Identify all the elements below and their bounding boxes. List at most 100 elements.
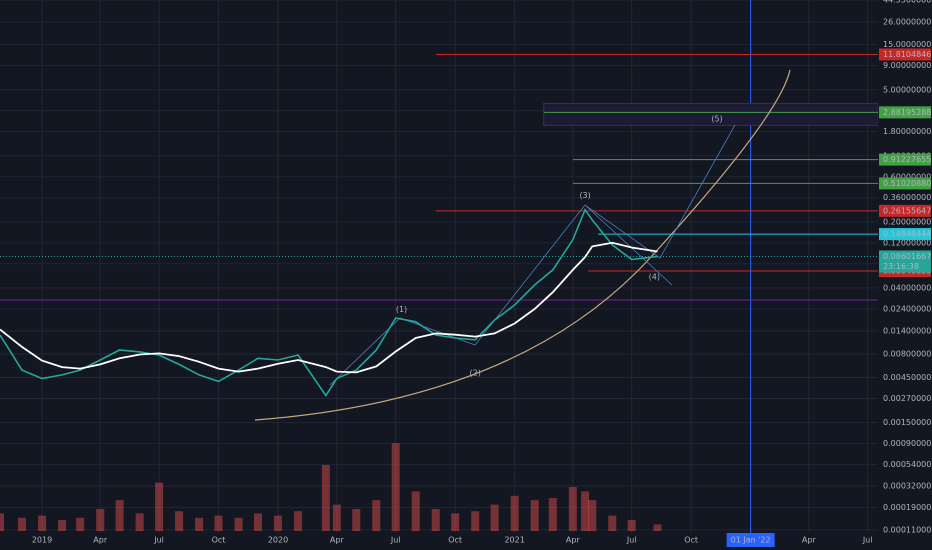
- volume-bar: [530, 500, 539, 531]
- volume-bar: [135, 513, 144, 531]
- volume-bar: [568, 487, 577, 531]
- x-tick-label: Oct: [684, 536, 698, 545]
- moving-average: [0, 241, 658, 374]
- x-tick-label: Jul: [862, 536, 873, 545]
- x-tick-label: Jul: [390, 536, 401, 545]
- volume-bar: [411, 491, 420, 531]
- level-label-box: [879, 228, 931, 241]
- volume-bar: [38, 515, 47, 531]
- y-tick-label: 0.00019000: [883, 503, 931, 512]
- wave-label: (5): [711, 115, 722, 124]
- volume-bar: [0, 513, 4, 531]
- wave-label: (1): [396, 305, 407, 314]
- volume-bar: [76, 517, 85, 531]
- countdown: 23:16:38: [883, 262, 919, 271]
- y-tick-label: 0.00800000: [883, 349, 931, 358]
- volume-bar: [372, 500, 381, 531]
- last-price-label: 0.08601667: [883, 252, 931, 261]
- axes: 44.55000000 26.00000000 15.00000000 9.00000…: [32, 0, 932, 547]
- x-tick-label: 2019: [32, 536, 52, 545]
- volume-bar: [214, 515, 223, 531]
- volume-bar: [588, 500, 597, 531]
- y-tick-label: 0.04000000: [883, 283, 931, 292]
- growth-curve: [254, 69, 791, 421]
- volume-bar: [58, 520, 67, 531]
- volume-bar: [332, 504, 341, 531]
- volume-bar: [155, 482, 164, 531]
- wave-label: (3): [579, 191, 590, 200]
- x-tick-label: Jul: [153, 536, 164, 545]
- volume-bar: [548, 498, 557, 531]
- y-tick-label: 9.00000000: [883, 61, 931, 70]
- wave-label: (2): [470, 369, 481, 378]
- y-tick-label: 0.60000000: [883, 172, 931, 181]
- level-label: 0.51020880: [883, 179, 931, 188]
- y-tick-label: 5.00000000: [883, 85, 931, 94]
- volume-bar: [490, 504, 499, 531]
- y-tick-label: 0.00150000: [883, 418, 931, 427]
- y-tick-label: 0.12000000: [883, 238, 931, 247]
- x-tick-label: 2020: [268, 536, 288, 545]
- volume-bar: [627, 520, 636, 531]
- volume-bar: [653, 524, 662, 531]
- volume-bar: [96, 509, 105, 531]
- volume-bar: [195, 517, 204, 531]
- x-tick-label: Apr: [566, 536, 581, 545]
- x-tick-label: Apr: [802, 536, 817, 545]
- y-tick-label: 0.00011000: [883, 525, 931, 534]
- date-marker-box: [726, 533, 775, 547]
- price-line: [0, 208, 658, 398]
- y-tick-label: 0.00270000: [883, 394, 931, 403]
- volume-bar: [175, 511, 184, 531]
- level-label: 11.81048462: [883, 50, 932, 59]
- volume-bar: [17, 517, 26, 531]
- x-tick-label: 01 Jan '22: [731, 536, 771, 545]
- level-label: 0.26155647: [883, 206, 931, 215]
- level-label-box: [879, 106, 931, 119]
- x-tick-label: Jul: [626, 536, 637, 545]
- trend-line: [584, 204, 673, 286]
- last-price-box: [879, 250, 931, 273]
- y-tick-label: 0.01400000: [883, 326, 931, 335]
- volume-bar: [510, 495, 519, 531]
- x-tick-label: Oct: [212, 536, 226, 545]
- y-tick-label: 26.00000000: [883, 18, 932, 27]
- y-tick-label: 0.00090000: [883, 439, 931, 448]
- y-tick-label: 0.00450000: [883, 373, 931, 382]
- y-tick-label: 0.02400000: [883, 304, 931, 313]
- level-label-box: [879, 153, 931, 166]
- y-tick-label: 0.20000000: [883, 217, 931, 226]
- level-label-box: [879, 204, 931, 217]
- volume-bar: [294, 511, 303, 531]
- y-tick-label: 1.80000000: [883, 127, 931, 136]
- volume-bar: [234, 517, 243, 531]
- level-label: 2.88195288: [883, 108, 931, 117]
- volume-bar: [253, 513, 262, 531]
- volume-bar: [451, 513, 460, 531]
- y-tick-label: 0.00032000: [883, 482, 931, 491]
- level-label-box: [879, 177, 931, 190]
- levels: [0, 53, 879, 272]
- level-label-box: [879, 48, 931, 61]
- volume-bar: [274, 515, 283, 531]
- volume-bar: [321, 465, 330, 531]
- volume-bar: [581, 491, 590, 531]
- x-tick-label: Oct: [448, 536, 462, 545]
- level-label: 0.14846444: [883, 230, 931, 239]
- y-tick-label: 0.00054000: [883, 460, 931, 469]
- plot: (1) (2) (3) (4) (5): [0, 69, 791, 531]
- volume-bar: [431, 509, 440, 531]
- volume-bar: [115, 500, 124, 531]
- wave-label: (4): [649, 273, 660, 282]
- y-tick-label: 0.36000000: [883, 193, 931, 202]
- volume-bar: [471, 511, 480, 531]
- volume-bar: [352, 509, 361, 531]
- y-tick-label: 44.55000000: [883, 0, 932, 5]
- x-tick-label: Apr: [93, 536, 108, 545]
- volume-bar: [608, 515, 617, 531]
- volume-bar: [391, 443, 400, 531]
- x-tick-label: Apr: [330, 536, 345, 545]
- y-tick-label: 15.00000000: [883, 40, 932, 49]
